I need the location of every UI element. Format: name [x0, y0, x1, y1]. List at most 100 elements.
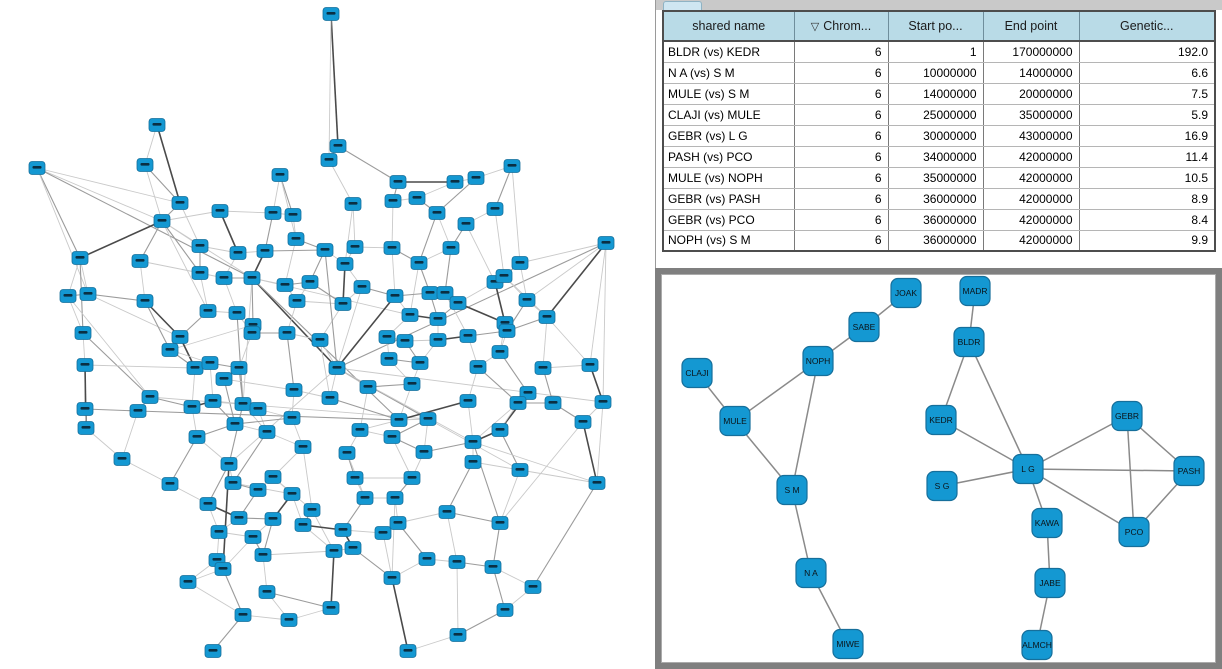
overview-node[interactable]: [378, 330, 396, 344]
node-shape[interactable]: [953, 326, 985, 358]
overview-node[interactable]: [204, 644, 222, 658]
detail-node-claji[interactable]: CLAJI: [681, 357, 713, 389]
overview-node[interactable]: [191, 239, 209, 253]
overview-node[interactable]: [457, 217, 475, 231]
node-shape[interactable]: [1111, 400, 1143, 432]
table-cell[interactable]: CLAJI (vs) MULE: [663, 104, 794, 126]
table-cell[interactable]: 25000000: [887, 104, 983, 126]
overview-node[interactable]: [256, 244, 274, 258]
detail-node-miwe[interactable]: MIWE: [832, 628, 864, 660]
node-shape[interactable]: [959, 275, 991, 307]
table-cell[interactable]: MULE (vs) S M: [663, 83, 794, 105]
overview-node[interactable]: [334, 523, 352, 537]
detail-edge[interactable]: [1027, 468, 1190, 472]
detail-node-n-a[interactable]: N A: [795, 557, 827, 589]
table-cell[interactable]: 42000000: [982, 230, 1079, 252]
overview-node[interactable]: [344, 541, 362, 555]
table-cell[interactable]: 42000000: [982, 167, 1079, 189]
table-cell[interactable]: 6: [793, 41, 888, 63]
overview-node[interactable]: [204, 394, 222, 408]
overview-node[interactable]: [464, 455, 482, 469]
overview-node[interactable]: [403, 377, 421, 391]
overview-node[interactable]: [186, 361, 204, 375]
overview-network-canvas[interactable]: [0, 0, 655, 669]
overview-node[interactable]: [503, 159, 521, 173]
overview-node[interactable]: [389, 175, 407, 189]
overview-node[interactable]: [334, 297, 352, 311]
overview-node[interactable]: [76, 402, 94, 416]
overview-node[interactable]: [344, 197, 362, 211]
overview-node[interactable]: [421, 286, 439, 300]
overview-node[interactable]: [403, 471, 421, 485]
overview-node[interactable]: [244, 530, 262, 544]
overview-node[interactable]: [328, 361, 346, 375]
overview-node[interactable]: [469, 360, 487, 374]
table-cell[interactable]: 8.4: [1078, 209, 1215, 231]
table-cell[interactable]: BLDR (vs) KEDR: [663, 41, 794, 63]
overview-node[interactable]: [199, 497, 217, 511]
node-shape[interactable]: [1173, 455, 1205, 487]
overview-node[interactable]: [303, 503, 321, 517]
detail-node-kawa[interactable]: KAWA: [1031, 507, 1063, 539]
overview-node[interactable]: [459, 394, 477, 408]
overview-node[interactable]: [383, 241, 401, 255]
detail-node-madr[interactable]: MADR: [959, 275, 991, 307]
overview-node[interactable]: [574, 415, 592, 429]
table-cell[interactable]: 10.5: [1078, 167, 1215, 189]
overview-node[interactable]: [322, 601, 340, 615]
overview-node[interactable]: [234, 608, 252, 622]
overview-node[interactable]: [442, 241, 460, 255]
table-cell[interactable]: 6: [793, 83, 888, 105]
overview-node[interactable]: [401, 308, 419, 322]
overview-node[interactable]: [249, 483, 267, 497]
table-cell[interactable]: 6: [793, 167, 888, 189]
overview-node[interactable]: [210, 525, 228, 539]
table-cell[interactable]: 9.9: [1078, 230, 1215, 252]
overview-node[interactable]: [226, 417, 244, 431]
column-header-genetic[interactable]: Genetic...: [1078, 11, 1215, 42]
overview-node[interactable]: [429, 312, 447, 326]
column-header-startpo[interactable]: Start po...: [887, 11, 983, 42]
column-header-endpoint[interactable]: End point: [982, 11, 1079, 42]
overview-node[interactable]: [581, 358, 599, 372]
table-cell[interactable]: 6: [793, 230, 888, 252]
table-cell[interactable]: 42000000: [982, 188, 1079, 210]
overview-node[interactable]: [188, 430, 206, 444]
overview-node[interactable]: [183, 400, 201, 414]
node-shape[interactable]: [719, 405, 751, 437]
detail-network-canvas[interactable]: JOAK MADR SABE BLDR NOPH CLAJI MULE KEDR GEBR L G…: [655, 268, 1222, 669]
overview-node[interactable]: [214, 562, 232, 576]
table-cell[interactable]: 30000000: [887, 125, 983, 147]
detail-edge[interactable]: [791, 360, 819, 491]
overview-node[interactable]: [496, 603, 514, 617]
table-cell[interactable]: 42000000: [982, 209, 1079, 231]
overview-node[interactable]: [448, 555, 466, 569]
overview-node[interactable]: [419, 412, 437, 426]
table-cell[interactable]: MULE (vs) NOPH: [663, 167, 794, 189]
overview-node[interactable]: [136, 294, 154, 308]
overview-node[interactable]: [215, 271, 233, 285]
overview-node[interactable]: [224, 476, 242, 490]
overview-node[interactable]: [484, 560, 502, 574]
overview-node[interactable]: [386, 491, 404, 505]
overview-node[interactable]: [356, 491, 374, 505]
overview-node[interactable]: [59, 289, 77, 303]
detail-edge[interactable]: [968, 341, 1029, 470]
overview-node[interactable]: [179, 575, 197, 589]
table-cell[interactable]: 20000000: [982, 83, 1079, 105]
overview-node[interactable]: [284, 208, 302, 222]
overview-node[interactable]: [411, 356, 429, 370]
overview-node[interactable]: [415, 445, 433, 459]
table-cell[interactable]: N A (vs) S M: [663, 62, 794, 84]
overview-node[interactable]: [199, 304, 217, 318]
table-cell[interactable]: 35000000: [887, 167, 983, 189]
table-row[interactable]: PASH (vs) PCO 6 34000000 42000000 11.4: [663, 146, 1215, 168]
overview-node[interactable]: [408, 191, 426, 205]
overview-node[interactable]: [325, 544, 343, 558]
node-shape[interactable]: [795, 557, 827, 589]
table-row[interactable]: MULE (vs) NOPH 6 35000000 42000000 10.5: [663, 167, 1215, 189]
detail-node-kedr[interactable]: KEDR: [925, 404, 957, 436]
overview-node[interactable]: [491, 423, 509, 437]
overview-node[interactable]: [243, 326, 261, 340]
overview-node[interactable]: [131, 254, 149, 268]
